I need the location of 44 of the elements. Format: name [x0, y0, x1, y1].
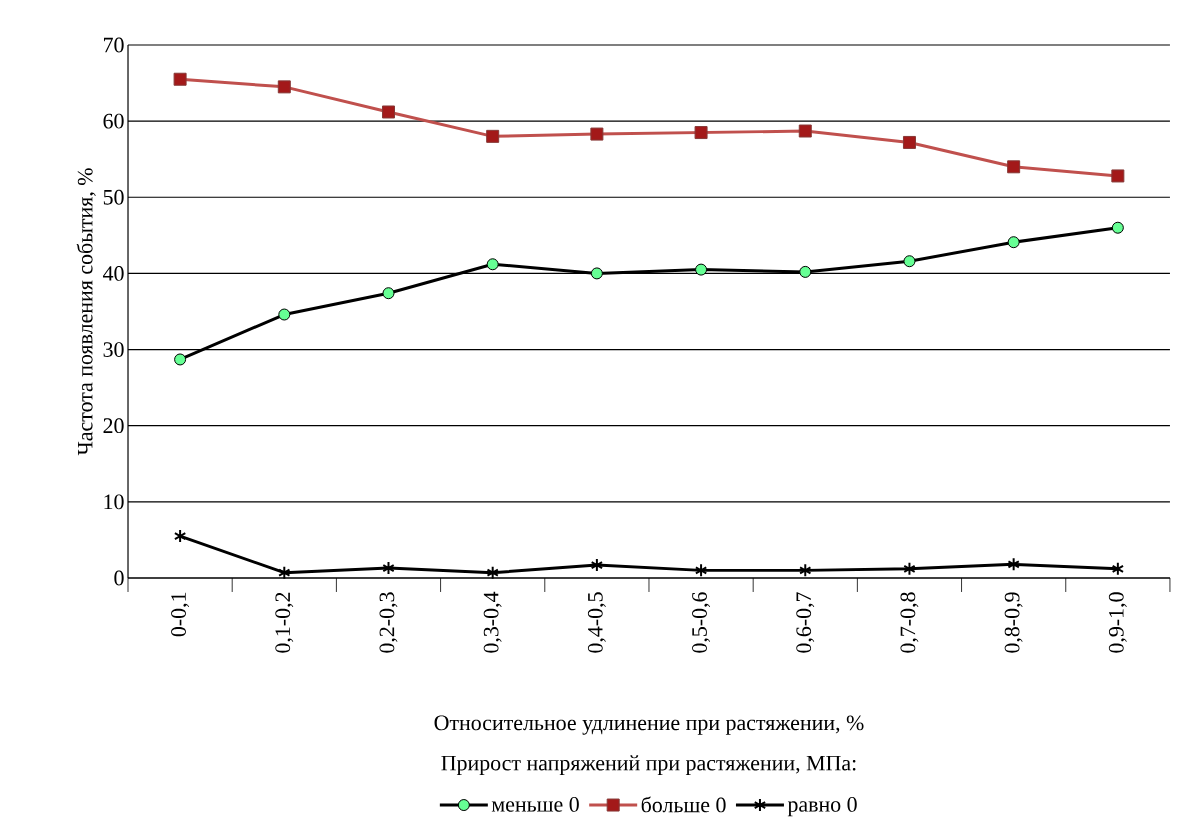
x-tick-label: 0,4-0,5	[587, 592, 606, 653]
y-tick-label: 20	[103, 418, 124, 434]
x-tick-label: 0,9-1,0	[1108, 592, 1127, 653]
point	[173, 529, 187, 544]
point	[1007, 557, 1020, 572]
point	[1111, 221, 1124, 234]
point	[903, 561, 916, 576]
point	[174, 353, 187, 366]
x-tick-label: 0,8-0,9	[1004, 592, 1023, 653]
point	[590, 267, 603, 280]
y-tick-label: 0	[114, 570, 124, 586]
y-tick-label: 10	[104, 494, 124, 510]
point	[799, 265, 812, 278]
legend-title: Прирост напряжений при растяжении, МПа:	[441, 755, 856, 775]
point	[382, 561, 395, 576]
legend-label: равно 0	[787, 797, 857, 817]
x-tick-label: 0,7-0,8	[900, 592, 919, 653]
x-tick-label: 0,3-0,4	[483, 591, 502, 653]
x-tick-label: 0,6-0,7	[796, 592, 815, 653]
point	[799, 563, 812, 578]
y-tick-label: 30	[103, 342, 124, 357]
y-axis-title: Частота появления события, %	[76, 168, 96, 456]
legend-label: больше 0	[641, 796, 726, 813]
point	[590, 558, 604, 573]
point	[903, 255, 916, 268]
y-tick-label: 50	[103, 189, 124, 205]
x-tick-label: 0,5-0,6	[692, 592, 711, 653]
y-tick-label: 60	[103, 113, 124, 129]
point	[278, 565, 291, 580]
y-tick-label: 40	[102, 266, 124, 281]
point	[694, 563, 708, 578]
y-tick-label: 70	[104, 37, 124, 53]
x-axis-title: Относительное удлинение при растяжении, %	[434, 715, 864, 735]
point	[486, 258, 499, 271]
point	[1111, 561, 1125, 576]
point	[382, 287, 395, 300]
x-tick-label: 0,2-0,3	[379, 592, 398, 653]
x-tick-label: 0,1-0,2	[275, 592, 294, 653]
point	[695, 263, 708, 276]
point	[1007, 236, 1020, 249]
point	[486, 565, 499, 580]
point	[278, 308, 291, 321]
x-tick-label: 0-0,1	[171, 592, 190, 637]
legend-label: меньше 0	[491, 797, 579, 812]
